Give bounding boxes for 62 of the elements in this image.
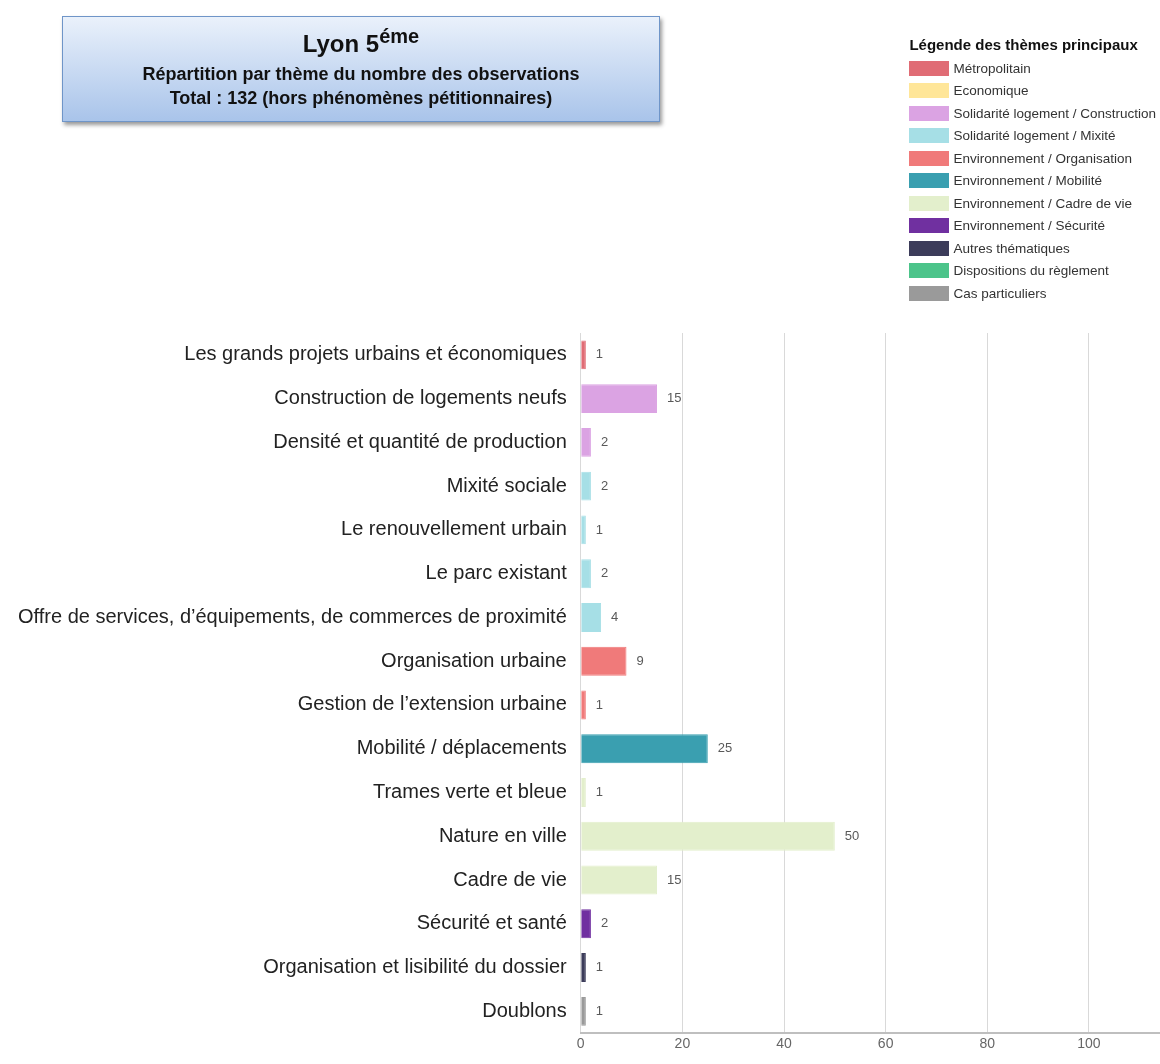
bar bbox=[581, 471, 591, 501]
x-tick-label: 0 bbox=[576, 1035, 585, 1052]
data-label: 1 bbox=[595, 784, 604, 800]
data-label: 2 bbox=[600, 477, 609, 493]
legend-label: Dispositions du règlement bbox=[953, 263, 1109, 279]
text: Répartition par thème du nombre des observations Total : 132 (hors phénomènes pétitionnaires) bbox=[141, 63, 581, 111]
data-label: 1 bbox=[595, 1002, 604, 1018]
x-tick-label: 60 bbox=[877, 1035, 894, 1052]
bar bbox=[581, 646, 627, 676]
bar bbox=[581, 384, 657, 414]
y-tick-label: Mobilité / déplacements bbox=[356, 736, 567, 759]
y-tick-label: Le parc existant bbox=[425, 561, 568, 584]
data-label: 4 bbox=[611, 609, 619, 625]
data-label: 25 bbox=[717, 740, 733, 756]
data-label: 9 bbox=[636, 652, 644, 668]
legend-label: Solidarité logement / Construction bbox=[953, 105, 1156, 121]
legend-label: Environnement / Sécurité bbox=[953, 218, 1105, 234]
y-tick-label: Le renouvellement urbain bbox=[341, 517, 567, 540]
y-tick-label: Cadre de vie bbox=[453, 867, 567, 890]
x-tick-label: 40 bbox=[776, 1035, 792, 1052]
legend-label: Environnement / Organisation bbox=[953, 150, 1132, 166]
y-tick-label: Nature en ville bbox=[438, 823, 567, 846]
y-tick-label: Organisation et lisibilité du dossier bbox=[263, 955, 568, 978]
data-label: 1 bbox=[595, 696, 604, 712]
bar bbox=[581, 559, 591, 589]
bar bbox=[581, 734, 708, 764]
y-tick-label: Gestion de l’extension urbaine bbox=[297, 692, 567, 715]
data-label: 1 bbox=[595, 521, 604, 537]
y-tick-label: Organisation urbaine bbox=[381, 648, 567, 671]
data-label: 2 bbox=[600, 433, 609, 449]
data-label: 15 bbox=[666, 871, 682, 887]
legend-label: Economique bbox=[953, 83, 1029, 99]
bar bbox=[581, 603, 602, 632]
y-tick-label: Trames verte et bleue bbox=[372, 780, 567, 803]
y-tick-label: Offre de services, d’équipements, de commerces de proximité bbox=[17, 604, 567, 627]
data-label: 1 bbox=[595, 346, 604, 362]
x-tick-label: 20 bbox=[674, 1035, 691, 1052]
legend-title: Légende des thèmes principaux bbox=[909, 36, 1139, 53]
y-tick-label: Sécurité et santé bbox=[416, 911, 567, 934]
legend-label: Solidarité logement / Mixité bbox=[953, 128, 1116, 144]
legend-label: Autres thématiques bbox=[953, 240, 1070, 256]
data-label: 1 bbox=[595, 959, 604, 975]
data-label: 2 bbox=[600, 565, 609, 581]
y-tick-label: Les grands projets urbains et économiques bbox=[184, 342, 567, 365]
bar bbox=[581, 865, 657, 895]
data-label: 50 bbox=[844, 827, 860, 843]
data-label: 2 bbox=[600, 915, 609, 931]
x-tick-label: 100 bbox=[1077, 1035, 1101, 1052]
legend-label: Environnement / Cadre de vie bbox=[953, 195, 1132, 211]
text: Lyon 5$^{éme}$ bbox=[301, 25, 421, 58]
x-tick-label: 80 bbox=[979, 1035, 996, 1052]
bar bbox=[581, 427, 591, 457]
y-tick-label: Mixité sociale bbox=[446, 473, 567, 496]
data-label: 15 bbox=[666, 390, 682, 406]
y-tick-label: Construction de logements neufs bbox=[274, 386, 567, 409]
legend-label: Cas particuliers bbox=[953, 285, 1047, 301]
bar bbox=[581, 909, 591, 939]
legend-label: Métropolitain bbox=[953, 60, 1031, 76]
legend-label: Environnement / Mobilité bbox=[953, 173, 1102, 189]
y-tick-label: Doublons bbox=[482, 998, 567, 1021]
bar bbox=[581, 821, 835, 851]
y-tick-label: Densité et quantité de production bbox=[273, 429, 567, 452]
